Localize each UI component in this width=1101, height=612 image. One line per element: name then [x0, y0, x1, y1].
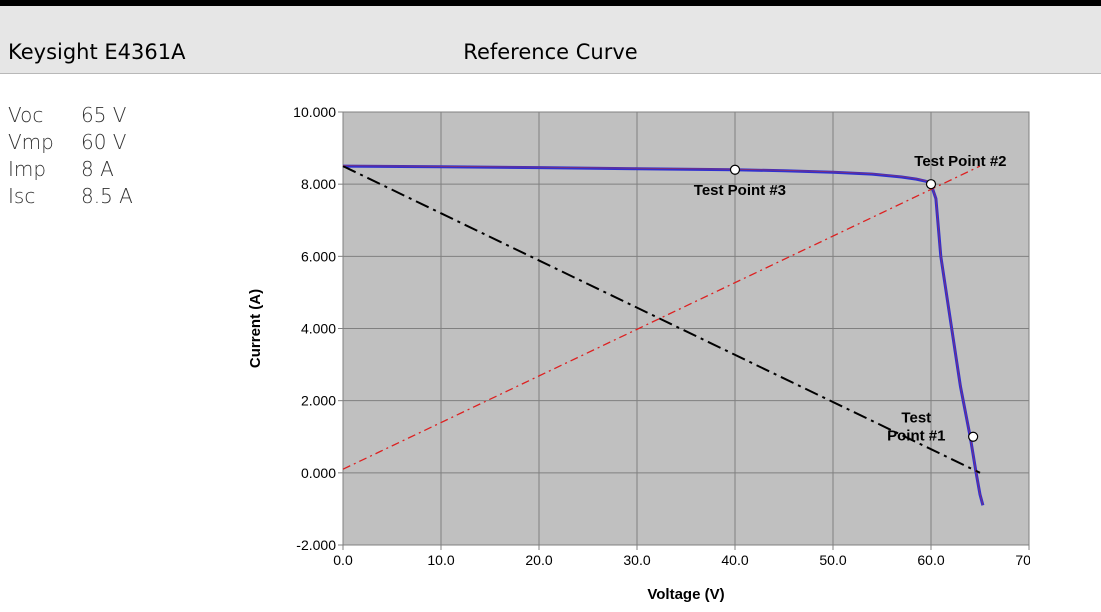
x-tick-label: 50.0: [819, 552, 846, 568]
param-name: Voc: [8, 103, 44, 127]
iv-curve-highlight: [342, 165, 984, 505]
header-bar: Keysight E4361A Reference Curve: [0, 6, 1101, 74]
x-tick-label: 40.0: [721, 552, 748, 568]
param-value: 60 V: [81, 130, 127, 154]
x-tick-label: 10.0: [427, 552, 454, 568]
param-row-vmp: Vmp 60 V: [8, 130, 133, 157]
y-tick-label: 6.000: [301, 248, 336, 264]
x-tick-label: 60.0: [917, 552, 944, 568]
load-line-black: [342, 165, 981, 474]
test-point-label: Test Point #1: [887, 409, 945, 444]
test-point-marker: [925, 179, 937, 190]
param-row-imp: Imp 8 A: [8, 157, 133, 184]
x-tick-label: 30.0: [623, 552, 650, 568]
parameter-list: Voc 65 V Vmp 60 V Imp 8 A Isc 8.5 A: [8, 103, 133, 211]
y-axis-title: Current (A): [247, 289, 264, 368]
page-title: Reference Curve: [463, 40, 638, 64]
y-tick-label: 2.000: [301, 393, 336, 409]
x-tick-label: 0.0: [333, 552, 353, 568]
reference-curve-chart: 0.0 10.0 20.0 30.0 40.0 50.0 60.0 70.0 -2.000 0.0…: [230, 96, 1043, 606]
test-point-label: Test Point #2: [914, 153, 1006, 170]
param-value: 65 V: [81, 103, 127, 127]
test-point-label-line: Point #1: [887, 427, 945, 444]
instrument-model: Keysight E4361A: [8, 40, 186, 64]
test-point-label: Test Point #3: [694, 182, 786, 199]
test-point-marker: [968, 431, 979, 442]
y-tick-label: -2.000: [296, 537, 336, 553]
x-axis-title: Voltage (V): [647, 586, 724, 603]
param-value: 8.5 A: [81, 184, 133, 208]
y-tick-label: 0.000: [301, 465, 336, 481]
param-value: 8 A: [81, 157, 114, 181]
param-row-voc: Voc 65 V: [8, 103, 133, 130]
param-name: Imp: [8, 157, 47, 181]
param-row-isc: Isc 8.5 A: [8, 184, 133, 211]
y-tick-label: 8.000: [301, 176, 336, 192]
x-tick-label: 70.0: [1015, 552, 1030, 568]
param-name: Vmp: [8, 130, 54, 154]
x-tick-label: 20.0: [525, 552, 552, 568]
top-bar: [0, 0, 1101, 6]
y-tick-label: 4.000: [301, 321, 336, 337]
test-point-marker: [729, 164, 741, 175]
test-point-label-line: Test: [901, 409, 931, 426]
param-name: Isc: [8, 184, 36, 208]
test-point-label-line: Test Point #3: [694, 182, 786, 199]
chart-svg: 0.0 10.0 20.0 30.0 40.0 50.0 60.0 70.0 -2.000 0.0…: [247, 104, 1043, 603]
y-tick-label: 10.000: [293, 104, 336, 120]
test-point-label-line: Test Point #2: [914, 153, 1006, 170]
